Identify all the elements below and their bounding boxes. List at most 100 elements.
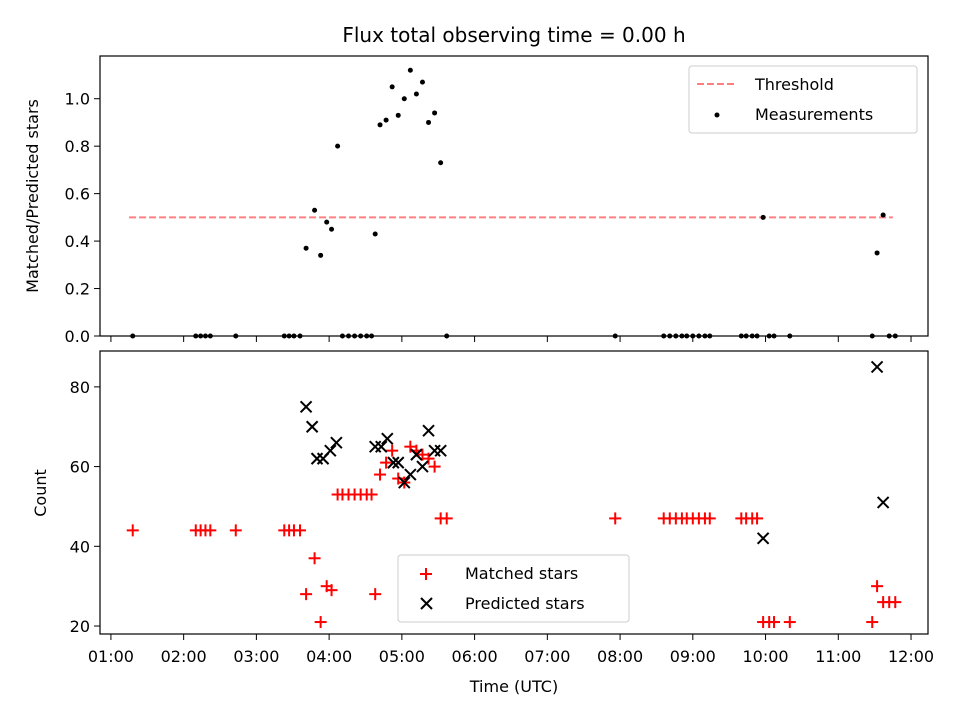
measurement-point <box>329 226 335 232</box>
x-tick-label: 02:00 <box>161 647 207 666</box>
bottom-plot-area <box>126 360 902 629</box>
top-y-tick-label: 0.0 <box>65 327 90 346</box>
top-y-tick-label: 0.2 <box>65 280 90 299</box>
predicted-star-point <box>387 456 400 469</box>
matched-star-point <box>308 552 321 565</box>
predicted-star-point <box>330 436 343 449</box>
measurement-point <box>760 214 766 220</box>
legend-measurements-swatch <box>714 112 720 118</box>
matched-star-point <box>374 468 387 481</box>
legend-predicted-label: Predicted stars <box>465 594 585 613</box>
predicted-star-point <box>756 532 770 545</box>
bottom-y-axis-label: Count <box>31 469 50 517</box>
predicted-star-point <box>392 456 405 469</box>
measurement-point <box>426 119 432 125</box>
legend-measurements-label: Measurements <box>755 105 873 124</box>
bottom-x-axis: 01:00 02:00 03:00 04:00 05:00 06:00 07:00 08:00… <box>88 634 934 666</box>
predicted-star-point <box>375 440 388 453</box>
x-tick-label: 04:00 <box>306 647 352 666</box>
matched-star-point <box>314 616 327 629</box>
bottom-y-tick-label: 60 <box>70 458 90 477</box>
predicted-star-point <box>876 496 890 509</box>
predicted-star-point <box>381 432 394 445</box>
predicted-star-point <box>299 400 313 414</box>
top-y-axis: 0.0 0.2 0.4 0.6 0.8 1.0 <box>65 90 100 346</box>
measurement-point <box>432 110 438 116</box>
matched-star-point <box>369 588 382 601</box>
x-tick-label: 08:00 <box>597 647 643 666</box>
measurement-point <box>395 112 401 118</box>
measurement-point <box>413 91 419 97</box>
top-x-axis-ticks <box>110 336 912 342</box>
matched-star-point <box>404 440 417 453</box>
x-axis-label: Time (UTC) <box>469 677 558 696</box>
predicted-star-point <box>310 452 324 465</box>
legend-predicted-swatch <box>420 597 433 610</box>
matched-star-point <box>325 584 338 597</box>
x-tick-label: 07:00 <box>524 647 570 666</box>
measurement-point <box>335 143 341 149</box>
measurement-point <box>438 160 444 166</box>
matched-star-point <box>871 580 884 593</box>
measurement-point <box>389 84 395 90</box>
matched-star-point <box>609 512 622 525</box>
predicted-star-point <box>404 468 417 481</box>
predicted-star-point <box>368 440 382 453</box>
matched-star-point <box>300 588 313 601</box>
matched-star-point <box>386 444 399 457</box>
measurement-point <box>874 250 880 256</box>
bottom-axes-frame <box>99 350 929 635</box>
measurement-point <box>324 219 330 225</box>
predicted-star-point <box>410 448 423 461</box>
chart-title: Flux total observing time = 0.00 h <box>342 23 685 47</box>
top-legend: Threshold Measurements <box>688 65 918 134</box>
legend-matched-label: Matched stars <box>465 564 578 583</box>
predicted-star-point <box>305 420 319 433</box>
matched-star-point <box>428 460 441 473</box>
x-tick-label: 10:00 <box>742 647 788 666</box>
matched-star-point <box>783 616 796 629</box>
matched-star-point <box>229 524 242 537</box>
measurement-point <box>318 252 324 258</box>
predicted-star-point <box>416 460 429 473</box>
matched-star-point <box>866 616 879 629</box>
predicted-star-point <box>422 424 435 437</box>
matched-star-point <box>416 448 429 461</box>
x-tick-label: 11:00 <box>815 647 861 666</box>
bottom-y-tick-label: 20 <box>70 617 90 636</box>
matched-star-point <box>703 512 716 525</box>
top-y-tick-label: 0.4 <box>65 232 90 251</box>
x-tick-label: 05:00 <box>379 647 425 666</box>
matched-star-point <box>392 472 405 485</box>
matched-star-point <box>126 524 139 537</box>
measurement-point <box>303 245 309 251</box>
x-tick-label: 06:00 <box>452 647 498 666</box>
x-tick-label: 12:00 <box>888 647 934 666</box>
top-axes-frame <box>99 55 929 337</box>
matched-star-point <box>204 524 217 537</box>
matched-star-point <box>380 456 393 469</box>
measurement-point <box>419 79 425 85</box>
predicted-star-point <box>398 476 411 489</box>
top-y-tick-label: 0.6 <box>65 185 90 204</box>
bottom-legend: Matched stars Predicted stars <box>397 554 630 623</box>
predicted-star-point <box>870 360 884 374</box>
legend-matched-swatch <box>420 568 432 580</box>
matched-star-point <box>422 452 435 465</box>
bottom-y-tick-label: 80 <box>70 378 90 397</box>
x-tick-label: 01:00 <box>88 647 134 666</box>
measurement-point <box>372 231 378 237</box>
matched-star-point <box>889 596 902 609</box>
bottom-legend-frame <box>397 554 630 623</box>
matched-star-point <box>768 616 781 629</box>
measurement-point <box>407 67 413 73</box>
measurement-point <box>312 207 318 213</box>
matched-star-point <box>751 512 764 525</box>
measurement-point <box>880 212 886 218</box>
predicted-star-point <box>324 444 337 457</box>
top-legend-frame <box>688 65 918 134</box>
bottom-y-axis: 20 40 60 80 <box>70 378 100 636</box>
measurement-point <box>401 96 407 102</box>
